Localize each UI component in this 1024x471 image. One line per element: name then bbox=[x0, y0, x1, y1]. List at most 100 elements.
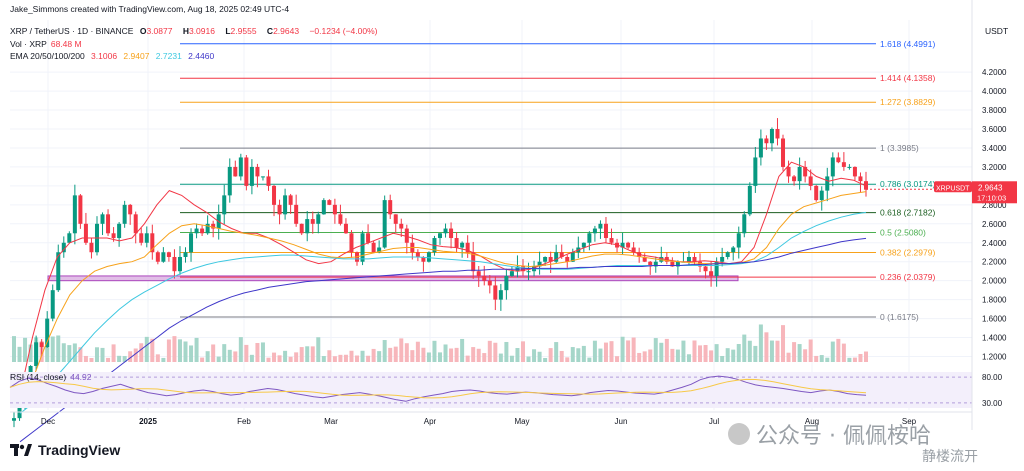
candle-body bbox=[122, 204, 127, 224]
wechat-icon bbox=[728, 423, 750, 445]
price-tick-label: 2.6000 bbox=[982, 220, 1007, 229]
candle-body bbox=[316, 214, 321, 224]
rsi-band bbox=[10, 372, 972, 408]
candle-body bbox=[454, 238, 459, 248]
fib-label: 1.618 (4.4991) bbox=[880, 39, 935, 49]
candle-body bbox=[426, 252, 431, 262]
candle-body bbox=[830, 157, 835, 177]
candle-body bbox=[482, 275, 487, 281]
rsi-tick-label: 80.00 bbox=[982, 373, 1003, 382]
volume-bar bbox=[487, 340, 492, 362]
candle-body bbox=[537, 261, 542, 267]
candle-body bbox=[349, 233, 354, 253]
volume-line: Vol · XRP 68.48 M bbox=[10, 39, 82, 49]
symbol-name: XRP / TetherUS · 1D · BINANCE bbox=[10, 26, 134, 36]
volume-bar bbox=[56, 335, 61, 362]
fib-label: 0 (1.6175) bbox=[880, 312, 919, 322]
volume-bar bbox=[482, 353, 487, 362]
candle-body bbox=[742, 214, 747, 234]
price-tick-label: 3.2000 bbox=[982, 163, 1007, 172]
time-tick-label: Jun bbox=[615, 417, 628, 426]
candle-body bbox=[825, 176, 830, 191]
candle-body bbox=[587, 233, 592, 243]
volume-bar bbox=[399, 338, 404, 362]
volume-bar bbox=[166, 339, 171, 362]
candle-body bbox=[128, 204, 133, 215]
candle-body bbox=[150, 233, 155, 253]
volume-bar bbox=[61, 343, 66, 362]
candle-body bbox=[244, 157, 249, 186]
fibonacci-levels: 1.618 (4.4991) 1.414 (4.1358) 1.272 (3.882… bbox=[180, 39, 935, 322]
price-tick-label: 3.4000 bbox=[982, 144, 1007, 153]
candle-body bbox=[89, 242, 94, 253]
volume-bar bbox=[714, 344, 719, 362]
candle-body bbox=[255, 166, 260, 177]
volume-bar bbox=[781, 325, 786, 362]
candle-body bbox=[332, 204, 337, 215]
volume-bar bbox=[438, 352, 442, 362]
volume-bar bbox=[548, 348, 553, 362]
volume-bar bbox=[703, 345, 708, 362]
candle-body bbox=[399, 223, 404, 229]
candle-body bbox=[653, 261, 658, 267]
candle-body bbox=[283, 195, 288, 215]
candle-body bbox=[139, 233, 144, 243]
volume-bar bbox=[631, 337, 636, 362]
candle-body bbox=[382, 200, 387, 248]
volume-bar bbox=[603, 342, 608, 362]
volume-bar bbox=[753, 345, 758, 362]
volume-bar bbox=[244, 344, 249, 362]
candle-body bbox=[161, 252, 166, 262]
volume-bar bbox=[189, 345, 194, 362]
tradingview-logo[interactable]: TradingView bbox=[10, 442, 120, 458]
candlesticks bbox=[12, 118, 868, 428]
candle-body bbox=[841, 162, 846, 167]
volume-bar bbox=[266, 357, 271, 362]
volume-bar bbox=[504, 341, 509, 362]
chart-grid bbox=[10, 20, 972, 410]
volume-bar bbox=[294, 352, 299, 362]
candle-body bbox=[415, 252, 420, 257]
volume-bar bbox=[659, 342, 664, 362]
volume-bar bbox=[343, 354, 348, 362]
fib-label: 1.414 (4.1358) bbox=[880, 73, 935, 83]
candle-body bbox=[299, 223, 304, 234]
candle-body bbox=[155, 252, 160, 262]
volume-bar bbox=[576, 348, 581, 362]
volume-bar bbox=[393, 346, 398, 362]
fib-label: 0.618 (2.7182) bbox=[880, 208, 935, 218]
candle-body bbox=[504, 275, 509, 291]
candle-body bbox=[620, 242, 625, 248]
volume-bar bbox=[847, 357, 852, 362]
candle-body bbox=[78, 195, 83, 224]
volume-bar bbox=[670, 348, 675, 362]
tradingview-logo-icon bbox=[10, 444, 32, 456]
volume-bar bbox=[664, 338, 669, 362]
volume-bar bbox=[122, 356, 127, 362]
volume-bar bbox=[78, 347, 83, 362]
volume-bar bbox=[310, 346, 315, 362]
candle-body bbox=[106, 214, 111, 234]
volume-bar bbox=[803, 349, 808, 362]
volume-bar bbox=[349, 350, 354, 362]
candle-body bbox=[327, 200, 332, 205]
price-tick-label: 1.6000 bbox=[982, 315, 1007, 324]
candle-body bbox=[747, 185, 752, 215]
volume-bar bbox=[731, 349, 736, 362]
candle-body bbox=[471, 252, 476, 272]
volume-bar bbox=[675, 349, 680, 362]
fib-label: 1.272 (3.8829) bbox=[880, 97, 935, 107]
candle-body bbox=[476, 271, 481, 276]
candle-body bbox=[183, 252, 188, 257]
volume-bar bbox=[692, 340, 697, 362]
candle-body bbox=[736, 233, 741, 248]
volume-bar bbox=[172, 336, 177, 362]
price-tick-label: 2.4000 bbox=[982, 239, 1007, 248]
candle-body bbox=[17, 403, 22, 419]
volume-bar bbox=[94, 347, 99, 362]
candle-body bbox=[177, 256, 182, 272]
price-tick-label: 4.2000 bbox=[982, 68, 1007, 77]
volume-bar bbox=[260, 342, 265, 362]
candle-body bbox=[509, 271, 514, 276]
